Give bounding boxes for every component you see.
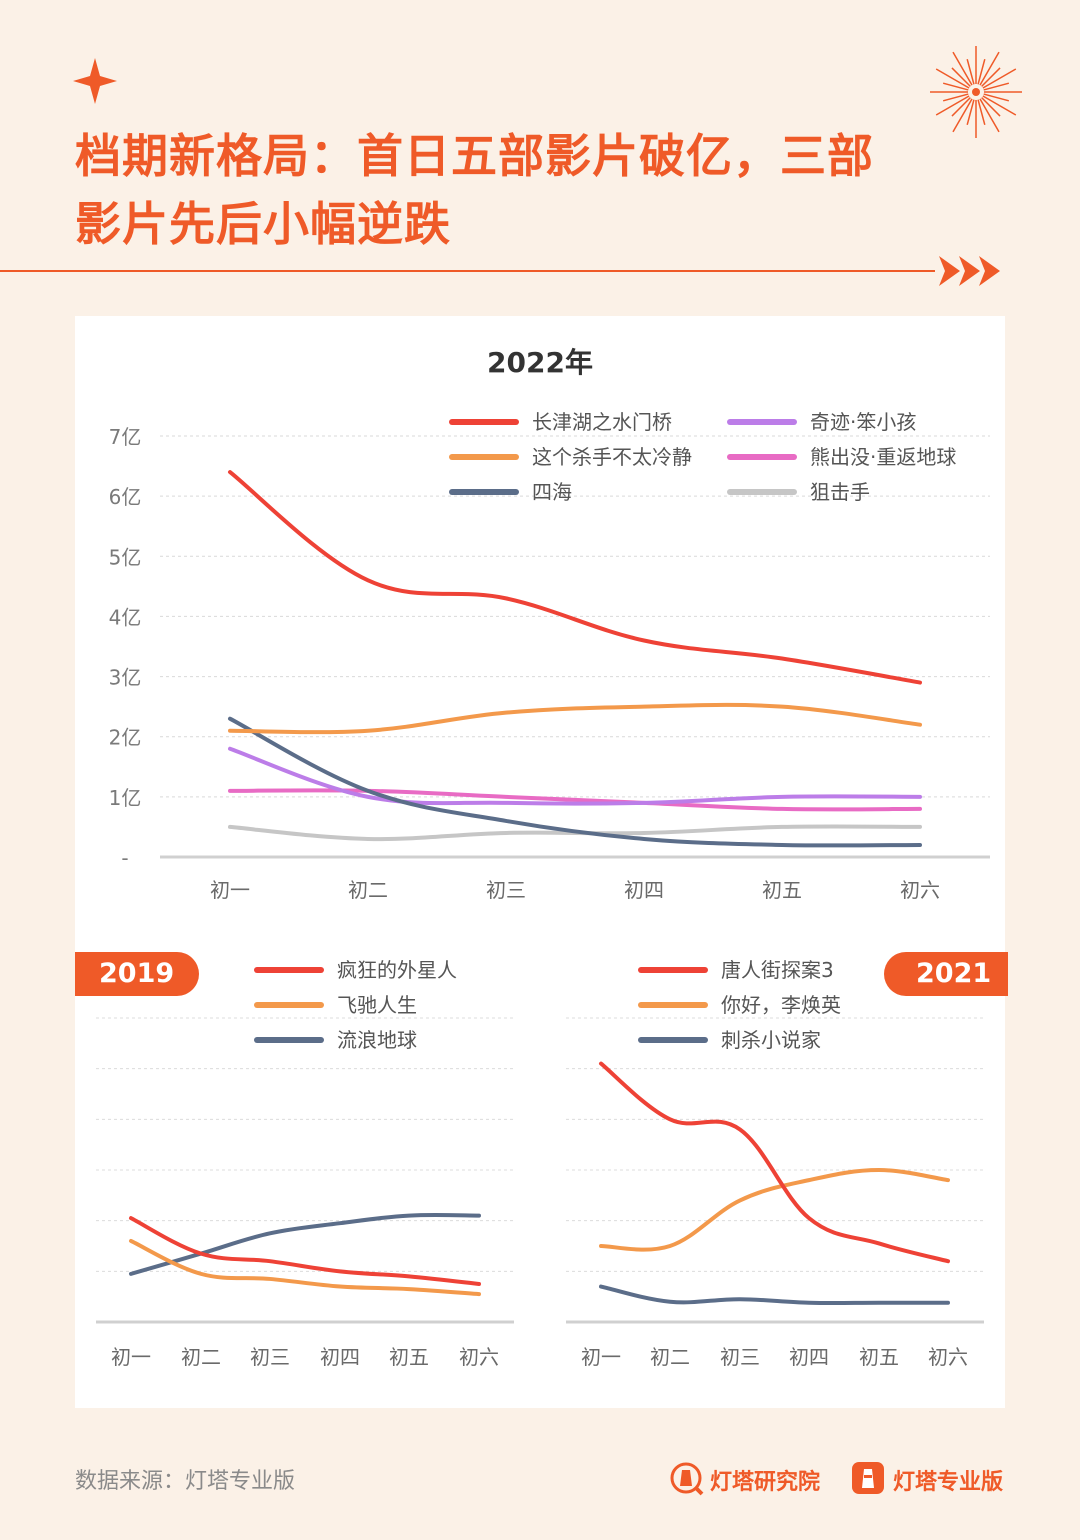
x-tick-label: 初二 [348,878,388,902]
legend-label: 长津湖之水门桥 [532,410,672,434]
x-tick-label: 初六 [900,878,940,902]
arrow-triple-icon [939,256,1000,286]
y-tick-label: 2亿 [109,726,142,750]
sparkle-icon [73,58,117,104]
legend-label: 狙击手 [810,480,870,504]
series-line [228,746,922,806]
x-tick-label: 初四 [624,878,664,902]
page-title-line1: 档期新格局：首日五部影片破亿，三部 [75,129,874,183]
series-line [228,470,922,685]
legend-label: 流浪地球 [337,1028,417,1052]
legend-label: 疯狂的外星人 [337,958,457,982]
lighthouse-research-icon [670,1462,704,1496]
y-tick-label: 7亿 [109,425,142,449]
x-tick-label: 初三 [720,1345,760,1369]
chart-card [75,316,1005,1408]
chart-title: 2022年 [487,346,593,379]
x-tick-label: 初五 [762,878,802,902]
y-tick-label: 4亿 [109,605,142,629]
x-tick-label: 初三 [486,878,526,902]
badge-2021: 2021 [884,952,1008,996]
x-tick-label: 初三 [250,1345,290,1369]
x-tick-label: 初五 [859,1345,899,1369]
legend-label: 飞驰人生 [337,993,417,1017]
legend-label: 这个杀手不太冷静 [532,445,692,469]
y-tick-label: 5亿 [109,545,142,569]
legend-label: 熊出没·重返地球 [810,445,956,469]
x-tick-label: 初一 [210,878,250,902]
series-line [228,716,922,848]
legend-label: 你好，李焕英 [721,993,841,1017]
legend-label: 刺杀小说家 [721,1028,821,1052]
y-tick-label: 6亿 [109,485,142,509]
x-tick-label: 初四 [789,1345,829,1369]
x-tick-label: 初五 [389,1345,429,1369]
y-tick-label: - [121,846,128,870]
x-tick-label: 初二 [650,1345,690,1369]
legend-label: 奇迹·笨小孩 [810,410,916,434]
x-tick-label: 初一 [581,1345,621,1369]
lighthouse-pro-icon [852,1462,884,1494]
page-title-line2: 影片先后小幅逆跌 [75,197,451,251]
y-tick-label: 1亿 [109,786,142,810]
firework-icon [930,46,1022,138]
data-source: 数据来源：灯塔专业版 [75,1469,296,1494]
series-line [599,1167,950,1252]
series-line [228,702,922,735]
x-tick-label: 初六 [459,1345,499,1369]
brand-research: 灯塔研究院 [710,1470,821,1495]
x-tick-label: 初四 [320,1345,360,1369]
series-line [129,1216,481,1286]
series-line [599,1061,950,1264]
legend-label: 四海 [532,480,572,504]
series-line [129,1238,481,1297]
y-tick-label: 3亿 [109,666,142,690]
badge-2019: 2019 [75,952,199,996]
x-tick-label: 初六 [928,1345,968,1369]
series-line [599,1284,950,1306]
series-line [228,788,922,812]
legend-label: 唐人街探案3 [721,958,834,982]
brand-pro: 灯塔专业版 [893,1470,1004,1495]
x-tick-label: 初一 [111,1345,151,1369]
x-tick-label: 初二 [181,1345,221,1369]
series-line [129,1212,481,1276]
